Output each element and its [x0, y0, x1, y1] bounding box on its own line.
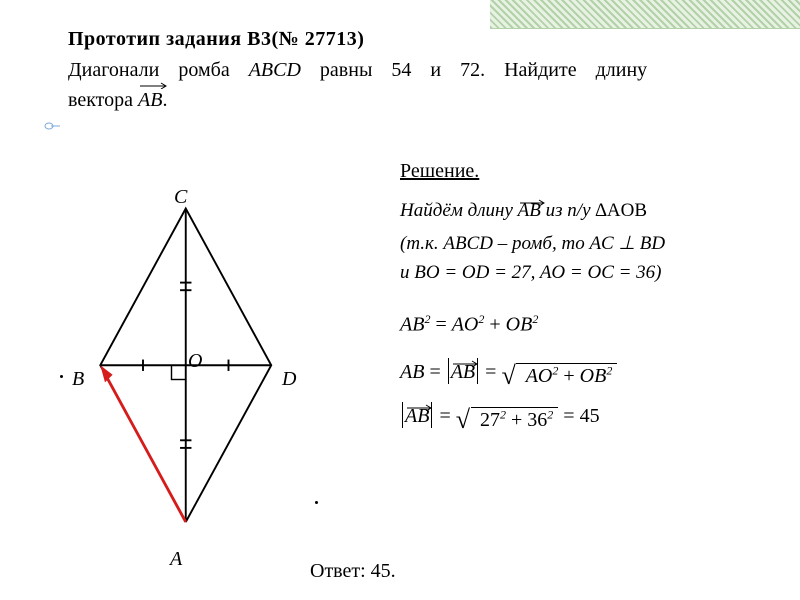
equation-3: AB = √ 272 + 362 = 45 — [400, 402, 600, 434]
label-o: O — [188, 350, 202, 373]
text: равны 54 и 72. Найдите длину — [301, 59, 647, 81]
mod-bar — [448, 358, 449, 384]
r1: AO — [526, 365, 553, 387]
solution-line-2: (т.к. ABCD – ромб, то AC ⊥ BD — [400, 232, 665, 255]
vector-arrow-icon — [407, 403, 435, 411]
r1: AO — [452, 314, 479, 336]
sqrt: √ 272 + 362 — [456, 405, 559, 435]
equation-1: AB2 = AO2 + OB2 — [400, 312, 538, 342]
text: вектора — [68, 89, 138, 111]
problem-body-2: вектора AB . — [68, 85, 748, 115]
solution-heading: Решение. — [400, 160, 479, 183]
lhs: AB — [400, 314, 424, 336]
r2: OB — [580, 365, 607, 387]
text: Найдём длину — [400, 200, 518, 221]
exp: 2 — [424, 312, 430, 326]
insertion-mark-icon — [42, 120, 60, 132]
dot — [60, 375, 63, 378]
triangle-aob: ∆AOB — [595, 200, 647, 221]
text: . — [162, 89, 167, 111]
b: 36 — [527, 409, 547, 431]
vector-arrow-icon — [140, 81, 170, 89]
vector-arrow-icon — [520, 198, 548, 206]
label-c: C — [174, 186, 187, 209]
text: Диагонали ромба — [68, 59, 249, 81]
vector-ab-mod: AB — [451, 361, 475, 384]
vector-ab-small: AB — [518, 200, 541, 222]
r2: OB — [506, 314, 533, 336]
answer: Ответ: 45. — [310, 560, 396, 583]
equation-2: AB = AB = √ AO2 + OB2 — [400, 358, 617, 390]
decorative-hatch — [490, 0, 800, 29]
abcd: ABCD — [249, 59, 301, 81]
vector-arrow-icon — [453, 359, 481, 367]
result: 45 — [580, 405, 600, 427]
vector-ab: AB — [138, 85, 162, 115]
mod-bar — [402, 402, 403, 428]
problem-statement: Прототип задания B3(№ 27713) Диагонали р… — [68, 28, 748, 115]
problem-title: Прототип задания B3(№ 27713) — [68, 28, 748, 51]
exp: 2 — [478, 312, 484, 326]
text: из п/у — [546, 200, 596, 221]
sqrt: √ AO2 + OB2 — [501, 361, 617, 391]
exp: 2 — [532, 312, 538, 326]
solution-line-1: Найдём длину AB из п/у ∆AOB — [400, 200, 647, 222]
label-d: D — [282, 368, 296, 391]
dot — [315, 501, 318, 504]
a: 27 — [480, 409, 500, 431]
lhs: AB — [400, 361, 424, 383]
vector-label: AB — [138, 89, 162, 111]
label-b: B — [72, 368, 84, 391]
vector-ab-mod: AB — [405, 405, 429, 428]
solution-line-3: и BO = OD = 27, AO = OC = 36) — [400, 262, 662, 284]
label-a: A — [170, 548, 182, 571]
